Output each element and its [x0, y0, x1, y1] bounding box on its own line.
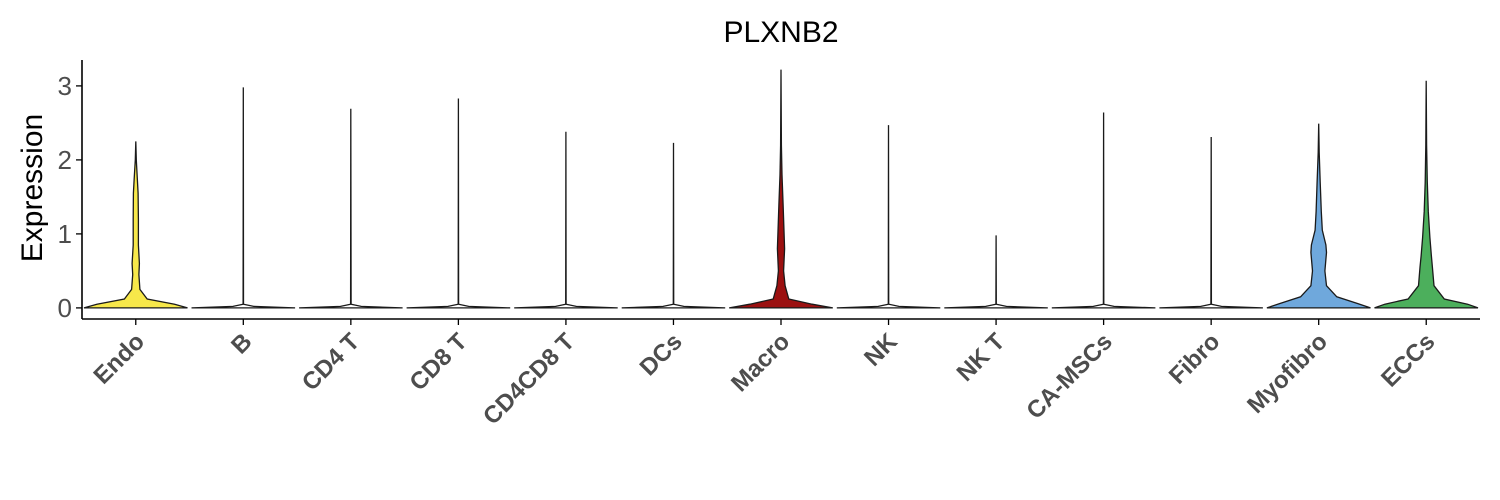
x-axis-ticks: Endo B CD4 T CD8 T CD4CD8 T DCs Macro NK NK T CA-… [88, 319, 1440, 430]
violin-cd8-t [406, 98, 511, 309]
x-tick-label: B [226, 328, 257, 359]
violin-fibro [1159, 136, 1263, 309]
y-tick-label: 3 [58, 71, 72, 101]
violin-macro [729, 69, 833, 309]
x-tick-label: Myofibro [1242, 328, 1333, 419]
chart-title: PLXNB2 [723, 16, 838, 49]
violin-cd4cd8-t [514, 131, 618, 309]
violin-cd4-t [299, 108, 403, 309]
y-tick-label: 2 [58, 145, 72, 175]
x-tick-label: Endo [88, 328, 150, 390]
y-tick-label: 1 [58, 219, 72, 249]
x-tick-label: NK T [952, 328, 1011, 387]
x-tick-label: DCs [635, 328, 688, 381]
violin-b [191, 87, 296, 309]
y-tick-label: 0 [58, 293, 72, 323]
x-tick-label: Fibro [1164, 328, 1226, 390]
violin-nk [836, 125, 941, 309]
x-tick-label: CA-MSCs [1021, 328, 1117, 424]
violin-ca-mscs [1051, 112, 1156, 309]
x-tick-label: ECCs [1376, 328, 1440, 392]
violin-myofibro [1266, 123, 1371, 309]
y-axis-ticks: 0 1 2 3 [58, 71, 82, 323]
y-axis-label: Expression [16, 114, 49, 262]
x-tick-label: CD4CD8 T [478, 328, 580, 430]
violin-nk-t [944, 235, 1048, 309]
x-tick-label: Macro [726, 328, 795, 397]
x-tick-label: NK [859, 328, 903, 372]
violins-group [83, 69, 1479, 309]
violin-eccs [1374, 80, 1479, 309]
violin-dcs [621, 142, 726, 309]
x-tick-label: CD4 T [297, 328, 365, 396]
violin-endo [83, 141, 188, 309]
x-tick-label: CD8 T [405, 328, 473, 396]
